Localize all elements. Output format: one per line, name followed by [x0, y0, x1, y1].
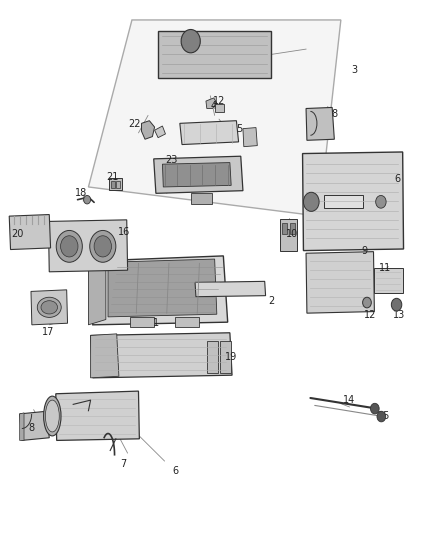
- Polygon shape: [141, 120, 155, 139]
- Text: 10: 10: [286, 229, 299, 239]
- Text: 11: 11: [379, 263, 392, 272]
- Circle shape: [56, 230, 82, 262]
- Polygon shape: [88, 256, 106, 325]
- Text: 8: 8: [28, 423, 34, 433]
- Polygon shape: [48, 220, 127, 272]
- Polygon shape: [108, 259, 217, 317]
- Bar: [324, 196, 364, 208]
- Text: 6: 6: [394, 174, 400, 184]
- Polygon shape: [155, 126, 166, 138]
- Bar: [220, 341, 231, 373]
- Circle shape: [371, 403, 379, 414]
- Text: 18: 18: [75, 188, 87, 198]
- Polygon shape: [154, 156, 243, 193]
- Text: 23: 23: [165, 156, 177, 165]
- Text: 5: 5: [237, 124, 243, 134]
- Text: 22: 22: [128, 119, 141, 130]
- Circle shape: [363, 297, 371, 308]
- Bar: [116, 181, 120, 188]
- Polygon shape: [303, 152, 403, 251]
- Text: 12: 12: [213, 96, 225, 106]
- Circle shape: [377, 411, 386, 422]
- Polygon shape: [91, 333, 232, 378]
- Ellipse shape: [41, 301, 57, 314]
- Text: 14: 14: [343, 395, 355, 405]
- Text: 17: 17: [42, 327, 55, 337]
- Text: 4: 4: [210, 101, 216, 111]
- Polygon shape: [243, 127, 257, 147]
- Bar: [280, 219, 297, 251]
- Ellipse shape: [44, 396, 61, 436]
- Text: 20: 20: [12, 229, 24, 239]
- Polygon shape: [91, 334, 119, 378]
- Polygon shape: [88, 256, 228, 325]
- Polygon shape: [20, 411, 49, 440]
- Circle shape: [181, 29, 200, 53]
- Polygon shape: [162, 163, 231, 187]
- Circle shape: [391, 298, 402, 311]
- Bar: [130, 317, 154, 327]
- Text: 12: 12: [364, 310, 376, 320]
- Text: 13: 13: [392, 310, 405, 320]
- Polygon shape: [88, 20, 341, 216]
- Bar: [215, 104, 224, 112]
- Circle shape: [304, 192, 319, 212]
- Polygon shape: [195, 281, 265, 297]
- Text: 19: 19: [225, 352, 237, 361]
- Text: 3: 3: [351, 66, 357, 75]
- Bar: [207, 341, 218, 373]
- Polygon shape: [180, 120, 239, 144]
- Bar: [176, 317, 199, 327]
- Text: 15: 15: [378, 411, 391, 421]
- Circle shape: [376, 196, 386, 208]
- Bar: [282, 223, 287, 233]
- Polygon shape: [306, 252, 374, 313]
- Circle shape: [60, 236, 78, 257]
- Polygon shape: [206, 98, 217, 109]
- Polygon shape: [20, 413, 24, 440]
- Polygon shape: [31, 290, 67, 325]
- Text: 2: 2: [268, 296, 274, 306]
- Text: 7: 7: [120, 459, 127, 469]
- Circle shape: [90, 230, 116, 262]
- Text: 1: 1: [153, 318, 159, 328]
- Bar: [191, 193, 212, 204]
- Ellipse shape: [37, 297, 61, 317]
- Circle shape: [84, 196, 91, 204]
- Bar: [111, 181, 116, 188]
- Bar: [374, 268, 403, 293]
- Bar: [110, 179, 121, 190]
- Text: 21: 21: [106, 172, 119, 182]
- Text: 8: 8: [331, 109, 337, 119]
- Text: 6: 6: [173, 466, 179, 475]
- Polygon shape: [56, 391, 139, 440]
- Text: 9: 9: [362, 246, 368, 256]
- Bar: [290, 223, 295, 233]
- Polygon shape: [9, 215, 50, 249]
- Ellipse shape: [46, 400, 59, 432]
- Polygon shape: [306, 108, 334, 140]
- Bar: [158, 30, 271, 78]
- Text: 16: 16: [118, 227, 130, 237]
- Circle shape: [94, 236, 112, 257]
